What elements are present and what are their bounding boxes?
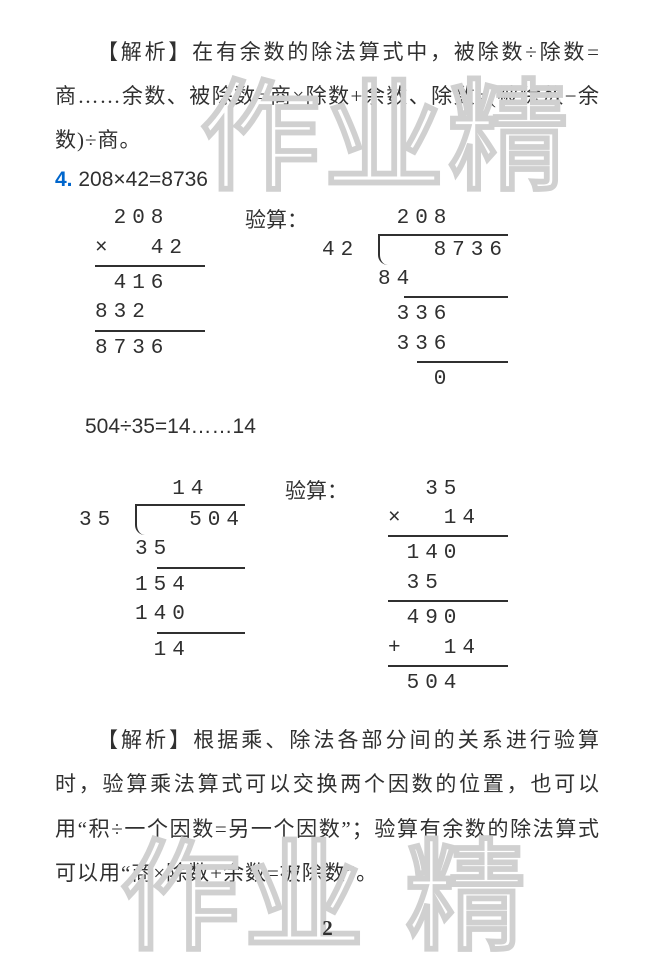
mult-l3: 416 [95,269,169,298]
check-label-2: 验算： [285,475,348,505]
q4-calc-block-1: 208 × 42 416 832 8736 验算： 208 42 8736 84… [95,204,600,394]
q4-check1: 208 42 8736 84 336 336 0 [378,204,508,394]
div-l4: 14 [135,636,191,665]
analysis-1-label: 【解析】 [97,40,192,64]
check1-rule-2 [417,361,508,363]
mult-l2: × 42 [95,234,188,263]
div-rule-1 [157,567,245,569]
q4-check2-wrap: 验算： [285,475,348,509]
div-l1: 35 [135,535,209,564]
div-quot: 14 [135,475,209,504]
mult-rule-1 [95,265,205,267]
check-label-1: 验算： [245,204,308,234]
check1-l4: 0 [378,365,452,394]
q4-check2: 35 × 14 140 35 490 + 14 504 [388,475,508,699]
div-rule-2 [157,632,245,634]
analysis-1: 【解析】在有余数的除法算式中，被除数÷除数=商……余数、被除数=商×除数+余数、… [55,30,600,162]
check2-rule-2 [388,600,508,602]
check1-dividend: 8736 [384,236,508,265]
page-number: 2 [0,916,655,941]
spacer [55,451,600,465]
check1-quot: 208 [378,204,452,233]
check2-l5: 490 [388,604,462,633]
check2-l1: 35 [388,475,462,504]
mult-rule-2 [95,330,205,332]
mult-l1: 208 [95,204,169,233]
div-divisor: 35 [79,506,116,535]
q4-line: 4. 208×42=8736 [55,168,600,192]
check2-rule-1 [388,535,508,537]
check2-l2: × 14 [388,504,481,533]
check1-l2: 336 [378,300,452,329]
div-l2: 154 [135,571,191,600]
analysis-2-label: 【解析】 [97,728,193,752]
check2-l6: + 14 [388,634,481,663]
check1-rule-1 [404,296,508,298]
q4-div: 14 35 504 35 154 140 14 [135,475,245,665]
check2-l7: 504 [388,669,462,698]
q4-eq2: 504÷35=14……14 [85,415,600,439]
mult-l5: 8736 [95,334,169,363]
div-l3: 140 [135,600,191,629]
q4-eq1: 208×42=8736 [73,168,208,191]
div-dividend: 504 [141,506,245,535]
q4-calc-block-2: 14 35 504 35 154 140 14 验算： 35 × 14 140 … [95,475,600,699]
q4-mult: 208 × 42 416 832 8736 [95,204,205,363]
check1-l1: 84 [378,265,471,294]
check2-rule-3 [388,665,508,667]
mult-l4: 832 [95,298,169,327]
analysis-2: 【解析】根据乘、除法各部分间的关系进行验算时，验算乘法算式可以交换两个因数的位置… [55,718,600,894]
q4-number: 4. [55,168,73,191]
check2-l4: 35 [388,569,462,598]
q4-check1-wrap: 验算： [245,204,308,238]
check1-divisor: 42 [322,236,359,265]
check2-l3: 140 [388,539,462,568]
check1-l3: 336 [378,330,452,359]
